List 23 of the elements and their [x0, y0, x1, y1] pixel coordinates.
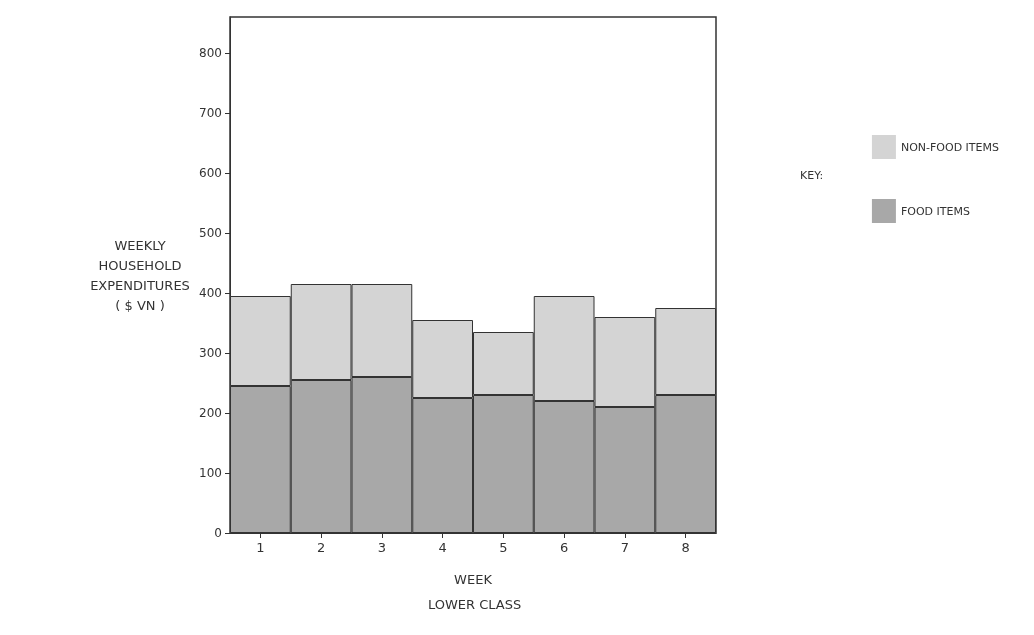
- legend-label: FOOD ITEMS: [900, 204, 970, 218]
- x-tick-label: 4: [438, 540, 447, 555]
- x-axis-title: WEEK: [454, 572, 493, 587]
- x-tick-label: 1: [256, 540, 265, 555]
- y-tick-label: 400: [199, 286, 222, 300]
- x-tick-label: 5: [499, 540, 508, 555]
- x-tick-label: 8: [681, 540, 690, 555]
- y-tick-label: 100: [199, 466, 222, 480]
- y-tick-label: 500: [199, 226, 222, 240]
- y-tick-label: 0: [214, 526, 222, 540]
- legend-label: NON-FOOD ITEMS: [900, 140, 1000, 154]
- y-tick-label: 300: [199, 346, 222, 360]
- y-tick-label: 700: [199, 106, 222, 120]
- x-tick-label: 3: [377, 540, 387, 555]
- y-tick-label: 800: [199, 46, 222, 60]
- x-tick-label: 2: [316, 540, 326, 555]
- text: LOWER CLASS: [428, 597, 522, 612]
- legend-title: KEY:: [800, 169, 824, 182]
- y-axis-title: WEEKLY HOUSEHOLD EXPENDITURES ( $ VN ): [90, 237, 190, 313]
- x-tick-label: 7: [620, 540, 630, 555]
- y-tick-label: 600: [199, 166, 222, 180]
- y-tick-label: 200: [199, 406, 222, 420]
- x-tick-label: 6: [559, 540, 569, 555]
